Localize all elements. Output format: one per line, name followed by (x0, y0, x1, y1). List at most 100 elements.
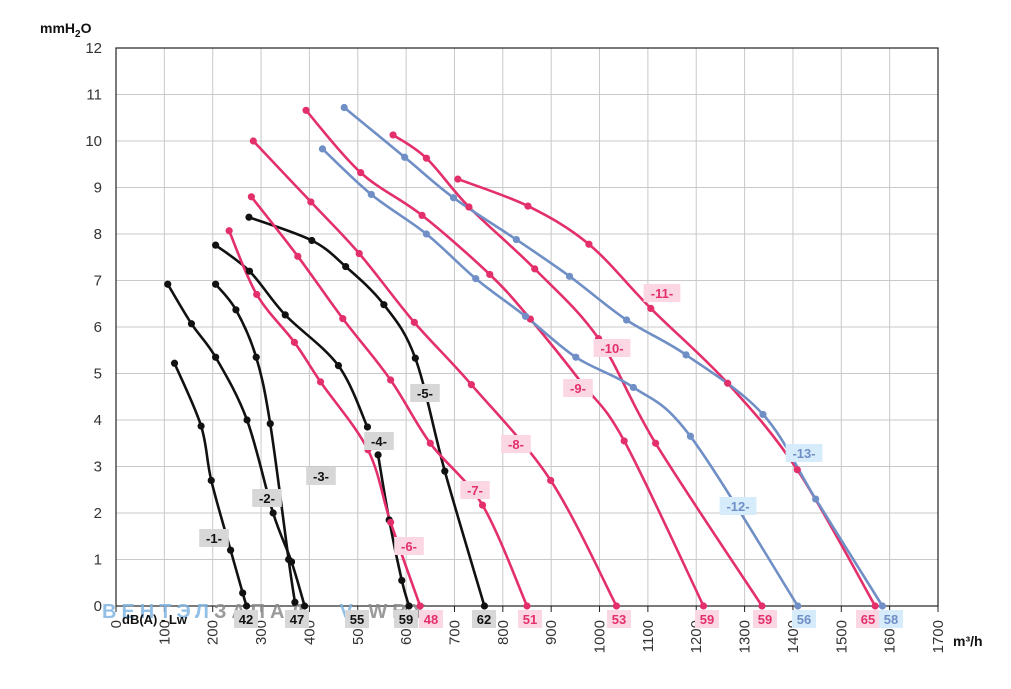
data-point (212, 241, 220, 249)
db-label: 59 (758, 612, 772, 627)
data-point (531, 265, 539, 273)
data-point (367, 190, 375, 199)
y-tick-label: 3 (94, 459, 102, 476)
db-labels: dB(A) - Lw 42 47 55 59 62 48 51 53 59 59 65 56 58 (122, 610, 903, 628)
data-point (565, 272, 574, 280)
curve-labels: -1- -2- -3- -4- -5- -6- -7- -8- -9- -10- -11- -12- -… (199, 284, 823, 555)
data-point (307, 198, 315, 206)
series-line (227, 229, 422, 608)
curve-label-bg (593, 339, 631, 357)
curve-label-bg (410, 384, 440, 402)
curve-label: -7- (467, 483, 483, 498)
db-label: 59 (399, 612, 413, 627)
db-label-bg (879, 610, 903, 628)
data-point (245, 213, 253, 221)
data-point (454, 175, 462, 183)
db-label-bg (607, 610, 631, 628)
curve-label-bg (501, 435, 531, 453)
x-axis-label: m³/h (953, 633, 983, 649)
data-point (759, 410, 767, 419)
data-point (334, 361, 343, 370)
data-point (572, 353, 580, 361)
data-point (357, 169, 365, 177)
x-tick-label: 800 (495, 620, 512, 645)
y-tick-label: 1 (94, 552, 102, 569)
db-label: 62 (477, 612, 491, 627)
data-point (410, 318, 418, 326)
data-point (212, 280, 220, 288)
data-point (226, 546, 235, 554)
data-point (269, 509, 277, 517)
curve-label-bg (306, 467, 336, 485)
x-tick-label: 200 (205, 620, 222, 645)
y-tick-label: 5 (94, 366, 102, 383)
curve-label-bg (460, 481, 490, 499)
curve-label-bg (643, 284, 681, 302)
x-tick-label: 900 (543, 620, 560, 645)
y-tick-label: 6 (94, 319, 102, 336)
x-tick-label: 1700 (930, 620, 947, 653)
series-points (164, 103, 886, 610)
data-point (686, 432, 695, 440)
curve-label: -12- (726, 499, 749, 514)
data-point (547, 476, 555, 485)
data-point (316, 378, 325, 386)
data-point (164, 280, 172, 288)
curve-label: -3- (313, 469, 329, 484)
data-point (232, 306, 240, 314)
data-point (647, 304, 655, 312)
data-point (758, 602, 766, 610)
data-point (281, 311, 289, 319)
data-point (247, 193, 255, 201)
x-tick-label: 1300 (737, 620, 754, 653)
data-point (629, 383, 637, 392)
data-point (374, 451, 382, 459)
data-point (302, 106, 310, 114)
db-label-bg (753, 610, 777, 628)
y-axis-label: mmH2O (40, 20, 92, 40)
data-point (243, 416, 251, 424)
x-tick-label: 1400 (785, 620, 802, 653)
curve-label-bg (252, 489, 282, 507)
curve-label-bg (785, 444, 823, 462)
data-point (355, 249, 363, 258)
db-label: 47 (290, 612, 304, 627)
db-label: 56 (797, 612, 811, 627)
x-tick-label: 1500 (833, 620, 850, 653)
data-point (521, 312, 530, 320)
db-label: 42 (239, 612, 253, 627)
grid (115, 47, 939, 607)
y-tick-label: 12 (85, 40, 102, 57)
data-point (472, 275, 480, 283)
data-point (612, 602, 621, 610)
data-point (380, 301, 388, 309)
data-point (411, 354, 419, 362)
data-point (212, 353, 220, 361)
data-point (340, 103, 348, 112)
curve-label: -1- (206, 531, 222, 546)
data-point (239, 589, 247, 597)
data-point (401, 153, 409, 161)
x-tick-label: 700 (446, 620, 463, 645)
data-point (422, 230, 431, 238)
data-point (318, 145, 327, 153)
curve-label-bg (719, 497, 757, 515)
x-tick-label: 1100 (640, 620, 657, 652)
data-point (405, 602, 413, 610)
db-label-bg (394, 610, 418, 628)
data-point (652, 439, 660, 447)
db-label-bg (419, 610, 443, 628)
db-label-bg (285, 610, 309, 628)
data-point (266, 420, 274, 428)
data-point (416, 602, 424, 610)
data-point (871, 602, 879, 610)
db-label-bg (695, 610, 719, 628)
y-tick-label: 7 (94, 273, 102, 290)
db-label-bg (472, 610, 496, 628)
data-point (449, 194, 458, 202)
data-point (794, 602, 802, 610)
data-point (812, 495, 820, 503)
data-point (339, 315, 347, 323)
db-label: 53 (612, 612, 626, 627)
